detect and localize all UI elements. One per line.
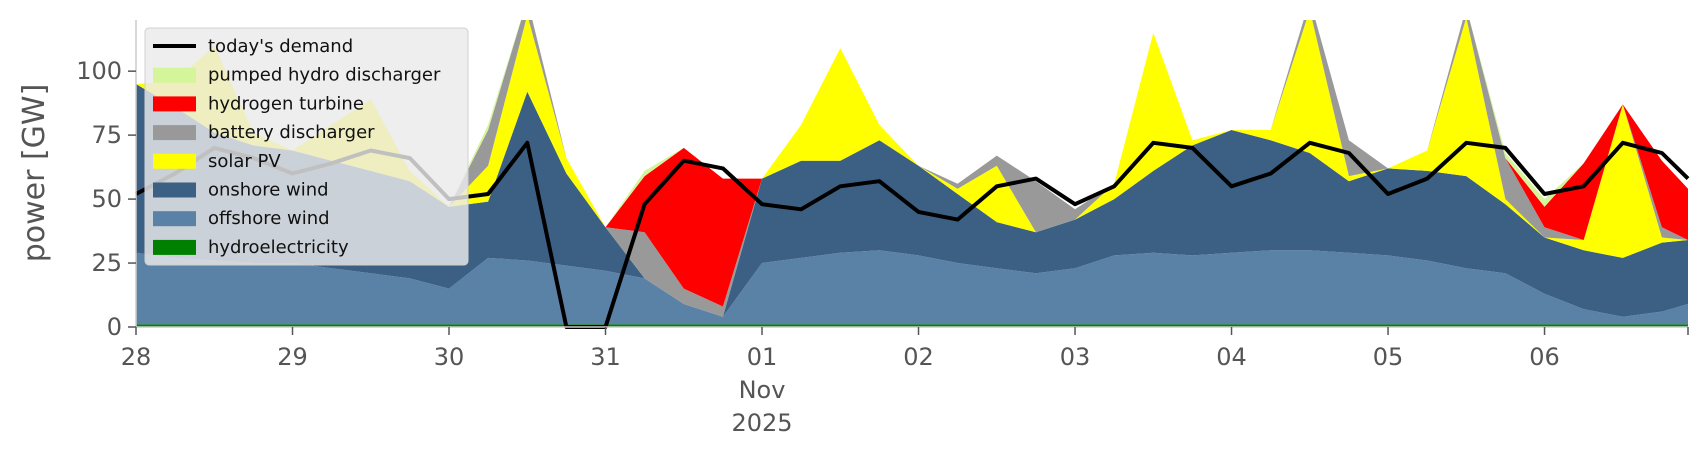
y-tick-label: 75 xyxy=(91,121,122,149)
y-tick-label: 50 xyxy=(91,185,122,213)
legend-label-onshore-wind: onshore wind xyxy=(208,180,329,201)
legend: today's demand pumped hydro discharger hyd… xyxy=(144,27,469,266)
x-tick-label: 28 xyxy=(121,343,152,371)
x-tick-year: 2025 xyxy=(731,409,792,437)
x-tick-label: 04 xyxy=(1216,343,1247,371)
legend-swatch-hydroelectricity xyxy=(153,239,196,255)
legend-label-battery-discharger: battery discharger xyxy=(208,122,375,143)
legend-box xyxy=(144,27,469,266)
x-tick-label: 29 xyxy=(277,343,308,371)
legend-label-offshore-wind: offshore wind xyxy=(208,208,330,229)
x-tick-label: 30 xyxy=(434,343,465,371)
stacked-areas xyxy=(136,20,1688,327)
x-tick-label: 05 xyxy=(1373,343,1404,371)
legend-label-hydroelectricity: hydroelectricity xyxy=(208,237,349,258)
area-onshore-wind xyxy=(136,84,1688,317)
legend-swatch-solar-pv xyxy=(153,153,196,169)
x-ticks: 28 29 30 31 01 Nov 2025 02 03 04 05 06 xyxy=(121,327,1689,437)
area-offshore-wind xyxy=(136,250,1688,325)
area-battery-discharger xyxy=(136,20,1688,317)
x-tick-label: 03 xyxy=(1060,343,1091,371)
legend-label-today-s-demand: today's demand xyxy=(208,36,353,57)
legend-swatch-pumped-hydro-discharger xyxy=(153,67,196,83)
y-tick-label: 0 xyxy=(107,313,122,341)
legend-label-pumped-hydro-discharger: pumped hydro discharger xyxy=(208,65,441,86)
x-tick-label: 31 xyxy=(590,343,621,371)
legend-swatch-onshore-wind xyxy=(153,182,196,198)
x-tick-month: Nov xyxy=(739,376,786,404)
x-tick-label: 02 xyxy=(903,343,934,371)
legend-swatch-hydrogen-turbine xyxy=(153,96,196,112)
y-axis-label: power [GW] xyxy=(17,84,52,263)
area-solar-pv xyxy=(136,20,1688,317)
legend-swatch-offshore-wind xyxy=(153,211,196,227)
x-tick-label: 06 xyxy=(1529,343,1560,371)
y-ticks: 0 25 50 75 100 xyxy=(76,57,136,341)
legend-label-solar-pv: solar PV xyxy=(208,151,281,172)
y-tick-label: 25 xyxy=(91,249,122,277)
x-tick-label: 01 xyxy=(747,343,778,371)
legend-swatch-battery-discharger xyxy=(153,125,196,141)
y-tick-label: 100 xyxy=(76,57,122,85)
legend-label-hydrogen-turbine: hydrogen turbine xyxy=(208,93,364,114)
